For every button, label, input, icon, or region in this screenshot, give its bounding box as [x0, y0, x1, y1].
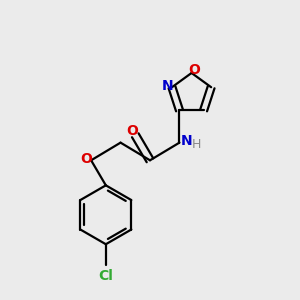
Text: N: N: [162, 79, 173, 93]
Text: Cl: Cl: [98, 269, 113, 283]
Text: H: H: [192, 139, 201, 152]
Text: O: O: [126, 124, 138, 138]
Text: O: O: [80, 152, 92, 166]
Text: O: O: [189, 63, 200, 77]
Text: N: N: [181, 134, 193, 148]
